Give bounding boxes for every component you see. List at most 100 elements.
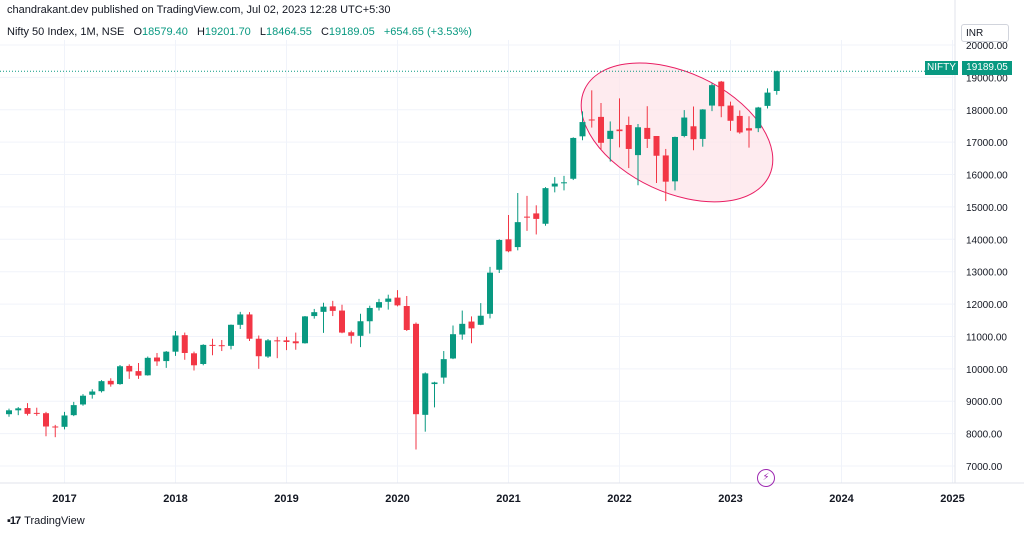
candle[interactable] xyxy=(320,302,327,333)
candle[interactable] xyxy=(542,187,549,226)
candle[interactable] xyxy=(514,192,521,251)
candles[interactable] xyxy=(6,70,780,450)
candle[interactable] xyxy=(209,338,216,356)
candle[interactable] xyxy=(126,364,133,379)
candle[interactable] xyxy=(422,372,429,432)
candle[interactable] xyxy=(551,177,558,193)
candle[interactable] xyxy=(755,106,762,133)
candle[interactable] xyxy=(366,305,373,334)
candle[interactable] xyxy=(348,330,355,344)
candle[interactable] xyxy=(154,352,160,366)
candle[interactable] xyxy=(598,102,604,150)
candle[interactable] xyxy=(274,336,281,359)
candle[interactable] xyxy=(459,310,466,340)
candle[interactable] xyxy=(311,308,318,319)
candle[interactable] xyxy=(727,101,734,131)
published-by: chandrakant.dev published on TradingView… xyxy=(7,4,391,16)
candle[interactable] xyxy=(218,340,225,352)
currency-selector[interactable]: INR xyxy=(961,24,1009,42)
candle[interactable] xyxy=(237,311,244,330)
candle[interactable] xyxy=(625,116,632,169)
candle[interactable] xyxy=(736,110,743,134)
candle[interactable] xyxy=(579,111,586,141)
candle[interactable] xyxy=(681,110,688,138)
candle-body xyxy=(440,359,447,378)
candle[interactable] xyxy=(662,148,669,202)
candle[interactable] xyxy=(144,356,151,376)
candle[interactable] xyxy=(450,325,456,360)
candle[interactable] xyxy=(487,266,493,319)
candle[interactable] xyxy=(80,394,86,406)
candle[interactable] xyxy=(52,424,59,438)
symbol-title[interactable]: Nifty 50 Index, 1M, NSE xyxy=(7,26,125,38)
candle[interactable] xyxy=(718,80,725,118)
candle[interactable] xyxy=(302,316,308,344)
lightning-icon[interactable]: ⚡ xyxy=(757,469,775,487)
time-tick-label: 2024 xyxy=(829,493,854,505)
candle[interactable] xyxy=(431,381,438,408)
candle[interactable] xyxy=(376,298,382,311)
candle[interactable] xyxy=(6,408,12,417)
candle[interactable] xyxy=(329,300,336,317)
candle[interactable] xyxy=(292,332,299,350)
candle[interactable] xyxy=(117,364,123,385)
candle[interactable] xyxy=(43,411,49,437)
ellipse-shape[interactable] xyxy=(559,35,794,230)
candle[interactable] xyxy=(283,336,290,351)
candle[interactable] xyxy=(672,136,678,191)
candle[interactable] xyxy=(385,294,392,310)
candle[interactable] xyxy=(690,106,697,151)
candle[interactable] xyxy=(477,303,484,326)
open-value: 18579.40 xyxy=(142,26,188,38)
candle[interactable] xyxy=(265,339,271,358)
candle[interactable] xyxy=(413,322,419,450)
candle[interactable] xyxy=(181,332,188,360)
candle[interactable] xyxy=(89,389,96,399)
candle[interactable] xyxy=(70,401,77,417)
candle[interactable] xyxy=(24,403,31,416)
candle[interactable] xyxy=(533,205,540,235)
candle[interactable] xyxy=(33,407,40,416)
candle[interactable] xyxy=(191,351,197,371)
candle[interactable] xyxy=(561,175,567,191)
candle[interactable] xyxy=(440,351,447,384)
price-axis[interactable]: 7000.00 8000.00 9000.00 10000.00 11000.00 120… xyxy=(966,41,1008,473)
candle[interactable] xyxy=(15,407,22,416)
candle[interactable] xyxy=(255,335,262,369)
time-axis[interactable]: 2017 2018 2019 2020 2021 2022 2023 2024 2025 xyxy=(52,493,964,505)
candle[interactable] xyxy=(357,313,364,348)
candle[interactable] xyxy=(403,295,410,331)
candle[interactable] xyxy=(505,215,512,253)
candle[interactable] xyxy=(588,90,595,128)
candle[interactable] xyxy=(616,98,623,148)
ellipse-annotation[interactable] xyxy=(559,35,794,230)
candle[interactable] xyxy=(394,290,401,307)
candle[interactable] xyxy=(773,70,780,95)
candle[interactable] xyxy=(570,137,577,181)
candle[interactable] xyxy=(653,136,660,183)
candle[interactable] xyxy=(764,88,771,109)
candle[interactable] xyxy=(699,109,706,147)
candle[interactable] xyxy=(644,106,651,148)
candle[interactable] xyxy=(607,121,614,162)
candle[interactable] xyxy=(635,124,641,186)
candle[interactable] xyxy=(746,116,752,148)
candle[interactable] xyxy=(468,316,475,344)
candle[interactable] xyxy=(339,304,345,334)
candle-body xyxy=(172,335,179,352)
candle-body xyxy=(672,136,678,182)
candle[interactable] xyxy=(246,312,253,341)
candle[interactable] xyxy=(163,351,170,368)
candle[interactable] xyxy=(172,330,179,356)
candle[interactable] xyxy=(61,411,68,430)
candle[interactable] xyxy=(496,239,503,273)
candle-body xyxy=(736,115,743,133)
candle[interactable] xyxy=(200,344,207,366)
candle[interactable] xyxy=(709,83,715,112)
candle[interactable] xyxy=(107,378,114,387)
candle[interactable] xyxy=(524,195,530,231)
candle[interactable] xyxy=(228,324,234,350)
candle[interactable] xyxy=(98,380,105,393)
candle[interactable] xyxy=(135,363,142,379)
